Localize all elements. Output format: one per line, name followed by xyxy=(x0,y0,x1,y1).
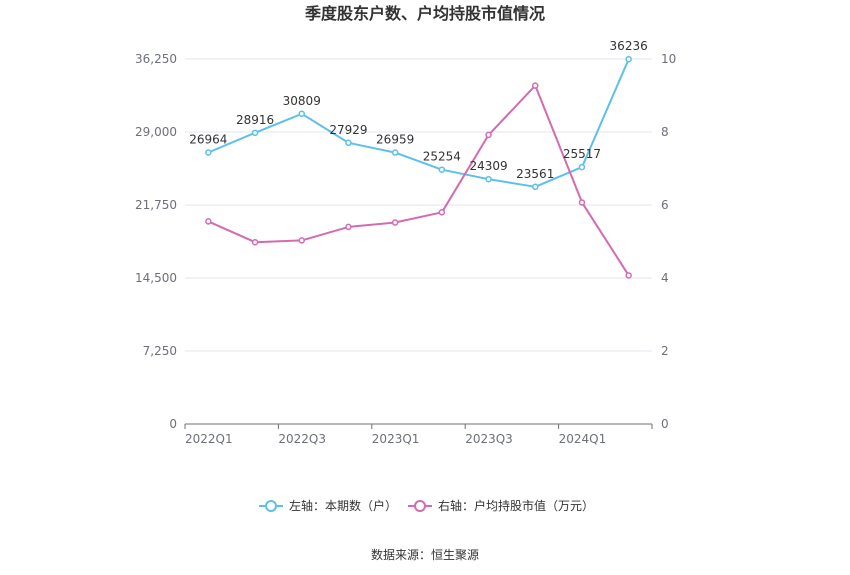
legend-label: 右轴：户均持股市值（万元） xyxy=(438,498,594,513)
y-right-tick-label: 2 xyxy=(661,344,669,358)
y-right-tick-label: 0 xyxy=(661,417,669,431)
data-label: 30809 xyxy=(283,94,321,108)
series-1-point[interactable] xyxy=(578,163,586,171)
grid-lines xyxy=(185,58,652,352)
series-2-point[interactable] xyxy=(345,223,352,231)
series-1-point[interactable] xyxy=(438,166,446,173)
series-1-point[interactable] xyxy=(625,55,632,63)
series-2-point[interactable] xyxy=(578,199,586,206)
x-tick-label: 2022Q1 xyxy=(185,432,233,446)
legend-marker xyxy=(265,500,277,512)
series-2-point[interactable] xyxy=(532,82,539,89)
data-label: 25517 xyxy=(563,147,601,161)
y-left-tick-label: 14,500 xyxy=(135,271,177,285)
legend-item-2[interactable]: 右轴：户均持股市值（万元） xyxy=(408,498,594,513)
data-label: 23561 xyxy=(516,167,554,181)
data-label: 27929 xyxy=(329,123,367,137)
legend[interactable]: 左轴：本期数（户） 右轴：户均持股市值（万元） xyxy=(259,498,594,513)
series xyxy=(205,55,632,279)
data-labels: 26964 28916 30809 27929 26959 25254 24309 23561… xyxy=(189,39,647,181)
series-2-point[interactable] xyxy=(391,219,399,226)
series-1-point[interactable] xyxy=(251,129,259,137)
y-right-tick-label: 4 xyxy=(661,271,669,285)
legend-marker xyxy=(414,500,426,512)
y-left-tick-label: 36,250 xyxy=(135,52,177,66)
y-right-tick-label: 6 xyxy=(661,198,669,212)
x-tick-label: 2024Q1 xyxy=(559,432,607,446)
y-left-tick-label: 21,750 xyxy=(135,198,177,212)
series-1-point[interactable] xyxy=(532,183,539,191)
series-2-point[interactable] xyxy=(251,238,259,246)
data-label: 26964 xyxy=(189,133,227,147)
series-1-point[interactable] xyxy=(485,175,492,183)
x-tick-label: 2023Q3 xyxy=(465,432,513,446)
series-1-point[interactable] xyxy=(345,139,352,147)
series-2-point[interactable] xyxy=(485,131,492,139)
data-label: 26959 xyxy=(376,133,414,147)
series-2-point[interactable] xyxy=(625,272,632,279)
y-right-tick-label: 10 xyxy=(661,52,676,66)
source-note: 数据来源：恒生聚源 xyxy=(371,547,479,562)
series-2-point[interactable] xyxy=(438,209,446,216)
series-1-point[interactable] xyxy=(298,110,305,118)
data-label: 24309 xyxy=(469,159,507,173)
legend-label: 左轴：本期数（户） xyxy=(289,498,397,513)
series-2-point[interactable] xyxy=(205,218,212,225)
x-tick-label: 2022Q3 xyxy=(278,432,326,446)
x-tick-label: 2023Q1 xyxy=(372,432,420,446)
legend-item-1[interactable]: 左轴：本期数（户） xyxy=(259,498,397,513)
y-left-tick-label: 7,250 xyxy=(143,344,177,358)
series-line-1 xyxy=(207,58,630,188)
y-right-tick-label: 8 xyxy=(661,125,669,139)
series-line-2 xyxy=(207,84,630,276)
series-1-point[interactable] xyxy=(205,149,212,156)
chart-title: 季度股东户数、户均持股市值情况 xyxy=(304,4,545,23)
data-label: 36236 xyxy=(610,39,648,53)
series-2-point[interactable] xyxy=(298,237,305,244)
y-left-tick-label: 0 xyxy=(169,417,177,431)
data-label: 25254 xyxy=(423,150,461,164)
series-1-point[interactable] xyxy=(391,149,399,156)
axes: 0 7,250 14,500 21,750 29,000 36,250 0 2 4 6 8 10 202… xyxy=(135,52,676,446)
data-label: 28916 xyxy=(236,113,274,127)
y-left-tick-label: 29,000 xyxy=(135,125,177,139)
